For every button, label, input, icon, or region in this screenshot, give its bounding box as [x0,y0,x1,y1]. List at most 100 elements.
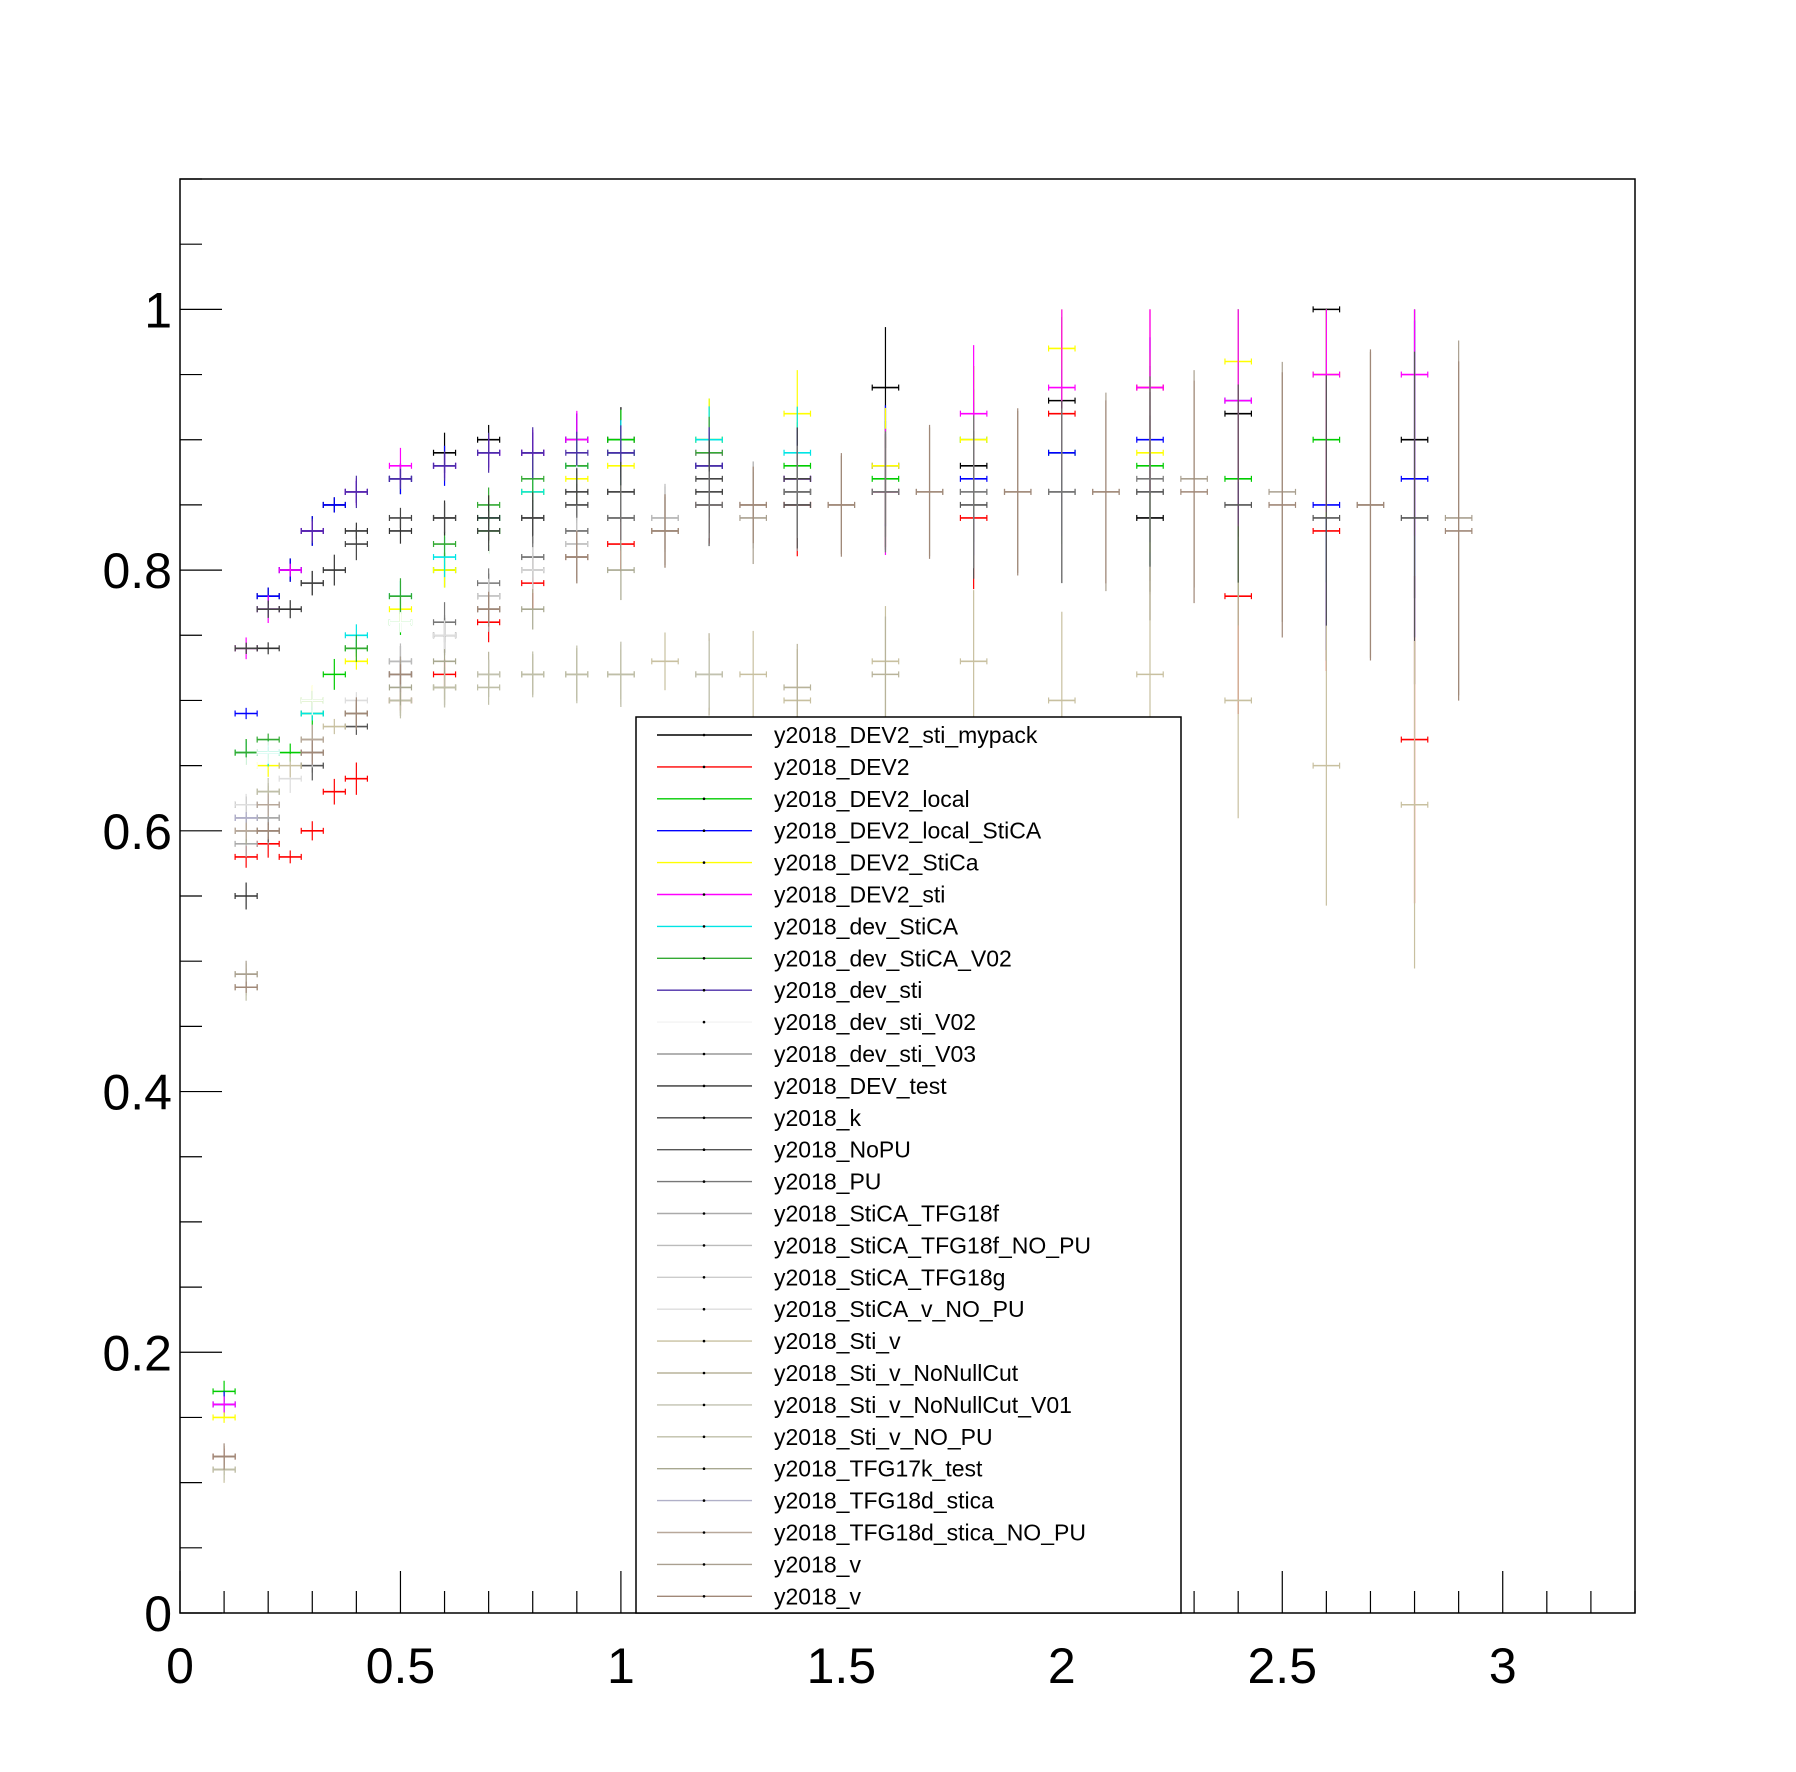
legend-marker [702,1020,706,1024]
data-point [256,600,280,618]
legend-marker [702,1244,706,1247]
legend-marker [702,829,706,832]
data-point [651,494,679,568]
legend-entry: y2018_dev_sti [657,977,922,1003]
legend-label: y2018_dev_sti_V03 [774,1041,976,1067]
data-point [388,578,413,615]
legend-marker [702,1371,706,1375]
legend-label: y2018_DEV2_sti_mypack [774,722,1038,748]
legend-label: y2018_PU [774,1169,881,1195]
legend-label: y2018_StiCA_v_NO_PU [774,1296,1025,1322]
data-point [1444,361,1473,701]
x-tick-label: 0.5 [366,1638,436,1694]
data-point [234,882,258,910]
legend: y2018_DEV2_sti_mypack y2018_DEV2 y2018_DEV… [635,716,1182,1614]
legend-entry: y2018_v [657,1583,861,1609]
legend-label: y2018_v [774,1551,861,1577]
legend-entry: y2018_Sti_v_NO_PU [657,1424,993,1450]
x-tick-label: 2 [1048,1638,1076,1694]
legend-entry: y2018_TFG18d_stica [657,1488,994,1514]
legend-box [635,716,1182,1614]
data-point [521,547,545,594]
legend-marker [702,1307,706,1311]
legend-marker [702,1403,706,1407]
data-point [477,591,501,627]
data-point [344,527,368,561]
series-18 [234,547,545,816]
legend-marker [702,925,706,928]
y-tick-label: 0.6 [102,804,172,860]
legend-label: y2018_NoPU [774,1137,911,1163]
legend-marker [702,1499,706,1502]
data-point [477,432,501,473]
legend-entry: y2018_dev_sti_V03 [657,1041,976,1067]
data-point [234,707,258,720]
legend-marker [702,1276,706,1279]
data-point [1003,408,1032,576]
data-point [1224,582,1253,819]
legend-label: y2018_StiCA_TFG18f_NO_PU [774,1232,1091,1258]
data-point [388,612,413,633]
legend-marker [702,1339,706,1343]
legend-marker [702,1084,706,1088]
data-point [521,427,545,479]
data-point [607,485,635,551]
data-layer [212,306,1473,1483]
data-point [322,718,346,735]
x-tick-label: 0 [166,1638,194,1694]
data-point [300,740,324,765]
legend-marker [702,1531,706,1534]
legend-entry: y2018_StiCA_v_NO_PU [657,1296,1025,1322]
data-point [256,793,280,816]
data-point [278,753,302,778]
data-point [278,850,302,864]
legend-entry: y2018_TFG17k_test [657,1456,983,1482]
legend-label: y2018_DEV2_StiCa [774,850,979,876]
legend-entry: y2018_dev_StiCA [657,913,959,939]
data-point [959,590,988,733]
legend-entry: y2018_k [657,1105,861,1131]
data-point [256,741,280,764]
legend-entry: y2018_StiCA_TFG18f [657,1201,1000,1227]
data-point [388,468,413,489]
data-point [477,510,501,551]
legend-marker [702,1467,706,1470]
data-point [212,1443,236,1470]
legend-label: y2018_TFG17k_test [774,1456,983,1482]
data-point [388,664,413,685]
data-point [212,1412,236,1423]
legend-entry: y2018_DEV2_sti [657,882,945,908]
data-point [344,634,368,662]
data-point [278,764,302,793]
data-point [344,697,368,730]
data-point [607,540,635,601]
legend-entry: y2018_dev_StiCA_V02 [657,945,1012,971]
data-point [300,685,324,716]
series-27 [212,349,1473,1470]
data-point [1312,625,1341,906]
data-point [278,563,302,577]
axis-layer: 0 0.5 1 1.5 2 2.5 3 0 0.2 0.4 0.6 0.8 1 [102,178,1636,1694]
legend-marker [702,1052,706,1056]
legend-label: y2018_Sti_v [774,1328,901,1354]
legend-label: y2018_StiCA_TFG18g [774,1264,1005,1290]
data-point [256,822,280,840]
legend-entry: y2018_DEV2_local_StiCA [657,818,1042,844]
legend-marker [702,797,706,801]
data-point [432,620,457,651]
data-point [234,960,258,988]
data-point [871,431,900,553]
y-tick-label: 0.4 [102,1065,172,1121]
x-tick-label: 1.5 [807,1638,877,1694]
data-point [1136,376,1164,582]
legend-label: y2018_TFG18d_stica [774,1488,994,1514]
data-point [322,497,346,513]
legend-marker [702,733,706,737]
data-point [1400,351,1429,685]
legend-marker [702,1148,706,1151]
legend-entry: y2018_DEV2_local [657,786,970,812]
legend-entry: y2018_DEV2_StiCa [657,850,979,876]
data-point [1092,400,1120,584]
data-point [521,492,545,544]
